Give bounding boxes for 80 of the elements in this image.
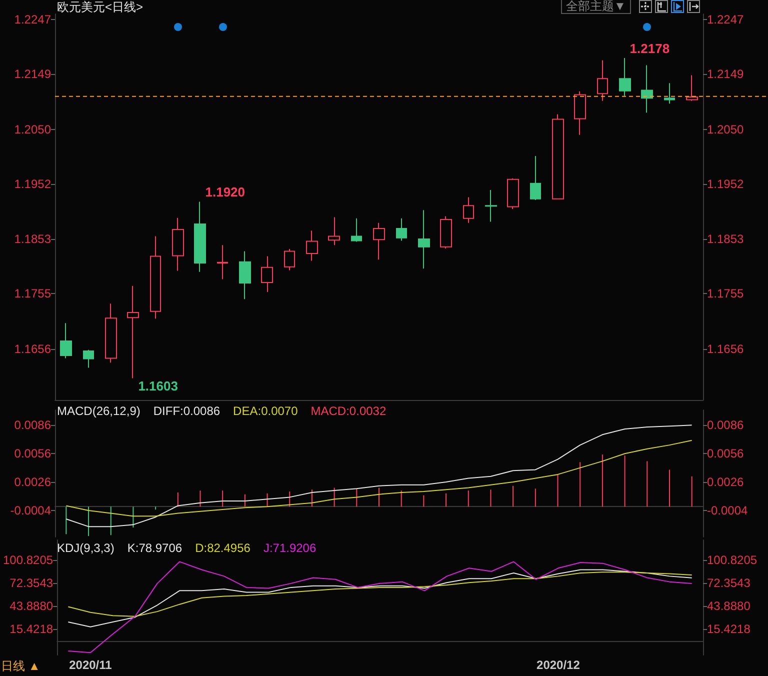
text: 日线 ▲	[1, 659, 40, 673]
y2-tick-label: 0.0056	[707, 446, 744, 461]
line-series	[66, 424, 692, 528]
candlestick	[217, 244, 228, 280]
y2-tick-label: 1.1853	[707, 232, 744, 246]
candlestick	[194, 201, 206, 272]
candlestick	[552, 114, 564, 200]
text: DIFF:0.0086	[153, 404, 220, 418]
y-tick-label: 1.1656	[14, 342, 52, 356]
candlestick	[127, 285, 139, 379]
candlestick	[440, 216, 452, 249]
chart-title: MACD(26,12,9)	[57, 404, 140, 418]
x-tick-label: 2020/12	[536, 658, 580, 672]
series-label: J:71.9206	[263, 541, 316, 555]
y-tick-label: 1.1755	[14, 286, 52, 301]
chart-title: KDJ(9,3,3)	[57, 541, 114, 555]
candlestick	[664, 82, 675, 104]
y-tick-label: 1.1853	[14, 232, 52, 246]
candlestick	[172, 217, 184, 272]
text: 1.2178	[630, 41, 670, 56]
y-tick-label: -0.0004	[10, 503, 52, 518]
candlestick	[485, 190, 497, 222]
candlestick	[60, 322, 72, 359]
line-series	[66, 440, 692, 517]
candlestick	[261, 256, 273, 292]
candlestick	[83, 349, 94, 368]
candlestick	[574, 90, 586, 136]
y-tick-label: 0.0056	[14, 446, 52, 461]
candlestick	[150, 236, 161, 320]
y2-tick-label: 1.2050	[707, 122, 744, 136]
text: K:78.9706	[127, 541, 182, 555]
y-tick-label: 72.3543	[10, 576, 54, 590]
line-series	[68, 569, 692, 628]
text: 全部主题▼	[561, 0, 631, 14]
candlestick	[306, 230, 318, 262]
candlestick	[507, 178, 519, 210]
y2-tick-label: 1.2149	[707, 67, 744, 82]
y2-tick-label: 1.1755	[707, 286, 744, 301]
text: D:82.4956	[195, 541, 251, 555]
y-tick-label: 1.2149	[14, 67, 52, 82]
y2-tick-label: 1.1952	[707, 176, 744, 191]
text: 1.1920	[205, 184, 246, 200]
line-series	[68, 561, 692, 654]
y2-tick-label: 1.2247	[707, 12, 744, 27]
candlestick	[351, 218, 362, 242]
candlestick	[396, 218, 407, 242]
y-tick-label: 1.2247	[14, 12, 52, 27]
text: DEA:0.0070	[233, 404, 298, 418]
chart-title: 欧元美元<日线>	[57, 0, 144, 14]
y2-tick-label: 1.1656	[707, 342, 744, 356]
candlestick	[530, 156, 541, 201]
y2-tick-label: 43.8880	[707, 599, 751, 614]
y-tick-label: 1.1952	[14, 176, 52, 191]
line-series	[68, 572, 692, 617]
candlestick	[418, 210, 430, 270]
y-tick-label: 1.2050	[14, 122, 52, 136]
y2-tick-label: 72.3543	[707, 576, 751, 590]
y-tick-label: 43.8880	[10, 599, 54, 614]
y2-tick-label: 100.8205	[707, 553, 758, 568]
candlestick	[597, 60, 608, 102]
candlestick	[105, 303, 117, 364]
text: 1.1603	[138, 378, 178, 394]
candlestick	[641, 64, 653, 114]
candlestick	[239, 250, 251, 300]
text: MACD:0.0032	[310, 404, 386, 418]
y2-tick-label: -0.0004	[707, 503, 748, 518]
y-tick-label: 15.4218	[10, 622, 54, 636]
y-tick-label: 100.8205	[2, 553, 54, 568]
candlestick	[463, 196, 474, 224]
y2-tick-label: 15.4218	[707, 622, 751, 636]
candlestick	[373, 222, 385, 260]
y2-tick-label: 0.0086	[707, 418, 744, 432]
candlestick	[328, 216, 340, 246]
candlestick	[619, 58, 631, 96]
candlestick	[284, 248, 295, 271]
y-tick-label: 0.0026	[14, 475, 52, 490]
y-tick-label: 0.0086	[14, 418, 52, 432]
candlestick	[686, 74, 698, 102]
y2-tick-label: 0.0026	[707, 475, 744, 490]
x-tick-label: 2020/11	[69, 658, 112, 672]
